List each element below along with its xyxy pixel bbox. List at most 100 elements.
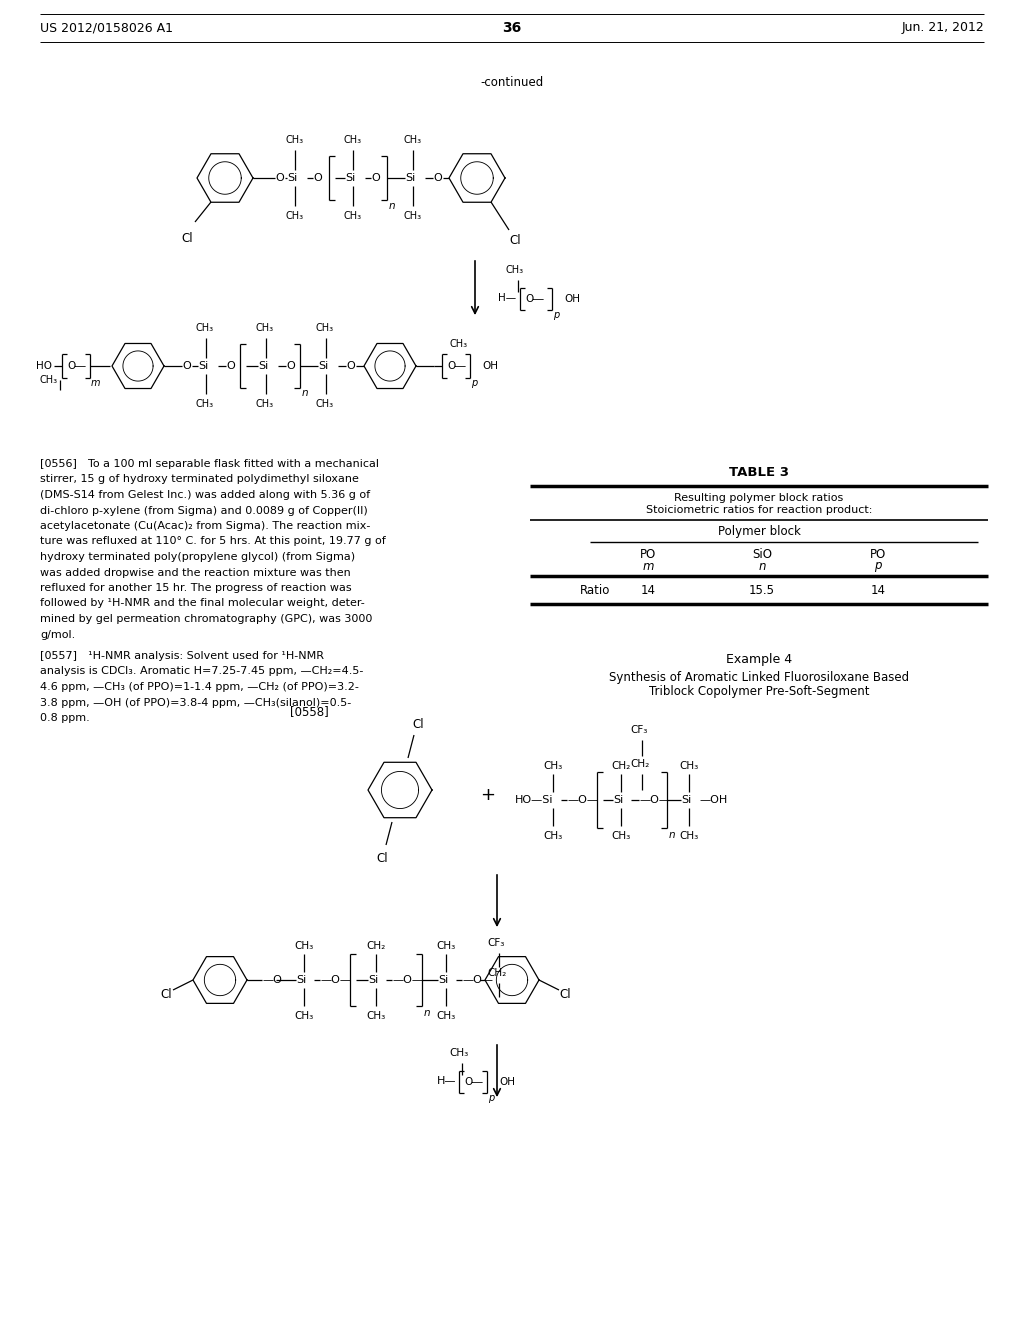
Text: CH₃: CH₃ bbox=[196, 399, 214, 409]
Text: —O—: —O— bbox=[319, 975, 351, 985]
Text: CH₃: CH₃ bbox=[679, 762, 698, 771]
Text: PO: PO bbox=[640, 548, 656, 561]
Text: [0557] ¹H-NMR analysis: Solvent used for ¹H-NMR: [0557] ¹H-NMR analysis: Solvent used for… bbox=[40, 651, 324, 661]
Text: p: p bbox=[874, 560, 882, 573]
Text: CH₃: CH₃ bbox=[343, 135, 361, 145]
Text: CH₃: CH₃ bbox=[294, 941, 313, 950]
Text: stirrer, 15 g of hydroxy terminated polydimethyl siloxane: stirrer, 15 g of hydroxy terminated poly… bbox=[40, 474, 358, 484]
Text: CH₂: CH₂ bbox=[487, 968, 506, 978]
Text: Si: Si bbox=[613, 795, 624, 805]
Text: O: O bbox=[182, 360, 190, 371]
Text: Si: Si bbox=[287, 173, 297, 183]
Text: +: + bbox=[480, 785, 496, 804]
Text: CH₃: CH₃ bbox=[256, 323, 274, 333]
Text: 14: 14 bbox=[870, 583, 886, 597]
Text: n: n bbox=[302, 388, 308, 399]
Text: O: O bbox=[433, 173, 441, 183]
Text: followed by ¹H-NMR and the final molecular weight, deter-: followed by ¹H-NMR and the final molecul… bbox=[40, 598, 365, 609]
Text: analysis is CDCl₃. Aromatic H=7.25-7.45 ppm, —CH₂=4.5-: analysis is CDCl₃. Aromatic H=7.25-7.45 … bbox=[40, 667, 364, 676]
Text: Si: Si bbox=[368, 975, 378, 985]
Text: Cl: Cl bbox=[181, 231, 193, 244]
Text: mined by gel permeation chromatography (GPC), was 3000: mined by gel permeation chromatography (… bbox=[40, 614, 373, 624]
Text: —O—: —O— bbox=[462, 975, 493, 985]
Text: p: p bbox=[488, 1093, 495, 1104]
Text: m: m bbox=[642, 560, 653, 573]
Text: Triblock Copolymer Pre-Soft-Segment: Triblock Copolymer Pre-Soft-Segment bbox=[649, 685, 869, 698]
Text: 15.5: 15.5 bbox=[749, 583, 775, 597]
Text: —O—: —O— bbox=[262, 975, 293, 985]
Text: Stoiciometric ratios for reaction product:: Stoiciometric ratios for reaction produc… bbox=[646, 506, 872, 515]
Text: US 2012/0158026 A1: US 2012/0158026 A1 bbox=[40, 21, 173, 34]
Text: Si: Si bbox=[296, 975, 306, 985]
Text: OH: OH bbox=[499, 1077, 515, 1086]
Text: O: O bbox=[275, 173, 284, 183]
Text: CF₃: CF₃ bbox=[630, 725, 647, 735]
Text: CH₃: CH₃ bbox=[343, 211, 361, 220]
Text: CH₃: CH₃ bbox=[611, 832, 630, 841]
Text: CH₃: CH₃ bbox=[316, 323, 334, 333]
Text: refluxed for another 15 hr. The progress of reaction was: refluxed for another 15 hr. The progress… bbox=[40, 583, 351, 593]
Text: HO: HO bbox=[36, 360, 52, 371]
Text: CH₃: CH₃ bbox=[40, 375, 58, 385]
Text: Si: Si bbox=[318, 360, 329, 371]
Text: 14: 14 bbox=[640, 583, 655, 597]
Text: CH₃: CH₃ bbox=[506, 265, 524, 275]
Text: —O—: —O— bbox=[392, 975, 423, 985]
Text: Cl: Cl bbox=[559, 987, 570, 1001]
Text: CH₃: CH₃ bbox=[543, 762, 562, 771]
Text: -continued: -continued bbox=[480, 75, 544, 88]
Text: TABLE 3: TABLE 3 bbox=[729, 466, 790, 479]
Text: 0.8 ppm.: 0.8 ppm. bbox=[40, 713, 90, 723]
Text: Example 4: Example 4 bbox=[726, 653, 792, 667]
Text: Ratio: Ratio bbox=[580, 583, 610, 597]
Text: CH₃: CH₃ bbox=[294, 1011, 313, 1020]
Text: Polymer block: Polymer block bbox=[718, 525, 801, 539]
Text: Jun. 21, 2012: Jun. 21, 2012 bbox=[901, 21, 984, 34]
Text: m: m bbox=[91, 378, 100, 388]
Text: ture was refluxed at 110° C. for 5 hrs. At this point, 19.77 g of: ture was refluxed at 110° C. for 5 hrs. … bbox=[40, 536, 386, 546]
Text: —O—: —O— bbox=[639, 795, 670, 805]
Text: CH₂: CH₂ bbox=[611, 762, 630, 771]
Text: O―: O― bbox=[67, 360, 86, 371]
Text: hydroxy terminated poly(propylene glycol) (from Sigma): hydroxy terminated poly(propylene glycol… bbox=[40, 552, 355, 562]
Text: CH₂: CH₂ bbox=[630, 759, 649, 770]
Text: H—: H— bbox=[498, 293, 516, 304]
Text: Si: Si bbox=[438, 975, 449, 985]
Text: H—: H— bbox=[437, 1076, 457, 1086]
Text: CH₃: CH₃ bbox=[449, 1048, 468, 1059]
Text: [0558]: [0558] bbox=[290, 705, 329, 718]
Text: OH: OH bbox=[482, 360, 498, 371]
Text: Synthesis of Aromatic Linked Fluorosiloxane Based: Synthesis of Aromatic Linked Fluorosilox… bbox=[609, 672, 909, 685]
Text: CH₃: CH₃ bbox=[543, 832, 562, 841]
Text: Si: Si bbox=[198, 360, 208, 371]
Text: 3.8 ppm, —OH (of PPO)=3.8-4 ppm, —CH₃(silanol)=0.5-: 3.8 ppm, —OH (of PPO)=3.8-4 ppm, —CH₃(si… bbox=[40, 697, 351, 708]
Text: Si: Si bbox=[406, 173, 416, 183]
Text: Cl: Cl bbox=[509, 234, 520, 247]
Text: CH₃: CH₃ bbox=[196, 323, 214, 333]
Text: Cl: Cl bbox=[160, 987, 172, 1001]
Text: CH₃: CH₃ bbox=[450, 339, 468, 348]
Text: CF₃: CF₃ bbox=[487, 939, 505, 948]
Text: n: n bbox=[669, 830, 676, 840]
Text: CH₃: CH₃ bbox=[285, 211, 303, 220]
Text: —O—: —O— bbox=[567, 795, 598, 805]
Text: OH: OH bbox=[564, 294, 580, 304]
Text: n: n bbox=[424, 1008, 431, 1018]
Text: Resulting polymer block ratios: Resulting polymer block ratios bbox=[675, 492, 844, 503]
Text: p: p bbox=[471, 378, 477, 388]
Text: O: O bbox=[313, 173, 322, 183]
Text: Si: Si bbox=[681, 795, 691, 805]
Text: Cl: Cl bbox=[376, 851, 388, 865]
Text: Cl: Cl bbox=[412, 718, 424, 731]
Text: O―: O― bbox=[464, 1077, 482, 1086]
Text: HO—Si: HO—Si bbox=[515, 795, 554, 805]
Text: CH₃: CH₃ bbox=[679, 832, 698, 841]
Text: (DMS-S14 from Gelest Inc.) was added along with 5.36 g of: (DMS-S14 from Gelest Inc.) was added alo… bbox=[40, 490, 370, 500]
Text: acetylacetonate (Cu(Acac)₂ from Sigma). The reaction mix-: acetylacetonate (Cu(Acac)₂ from Sigma). … bbox=[40, 521, 371, 531]
Text: CH₃: CH₃ bbox=[285, 135, 303, 145]
Text: was added dropwise and the reaction mixture was then: was added dropwise and the reaction mixt… bbox=[40, 568, 351, 578]
Text: Si: Si bbox=[345, 173, 355, 183]
Text: O: O bbox=[286, 360, 295, 371]
Text: CH₃: CH₃ bbox=[366, 1011, 385, 1020]
Text: —OH: —OH bbox=[699, 795, 727, 805]
